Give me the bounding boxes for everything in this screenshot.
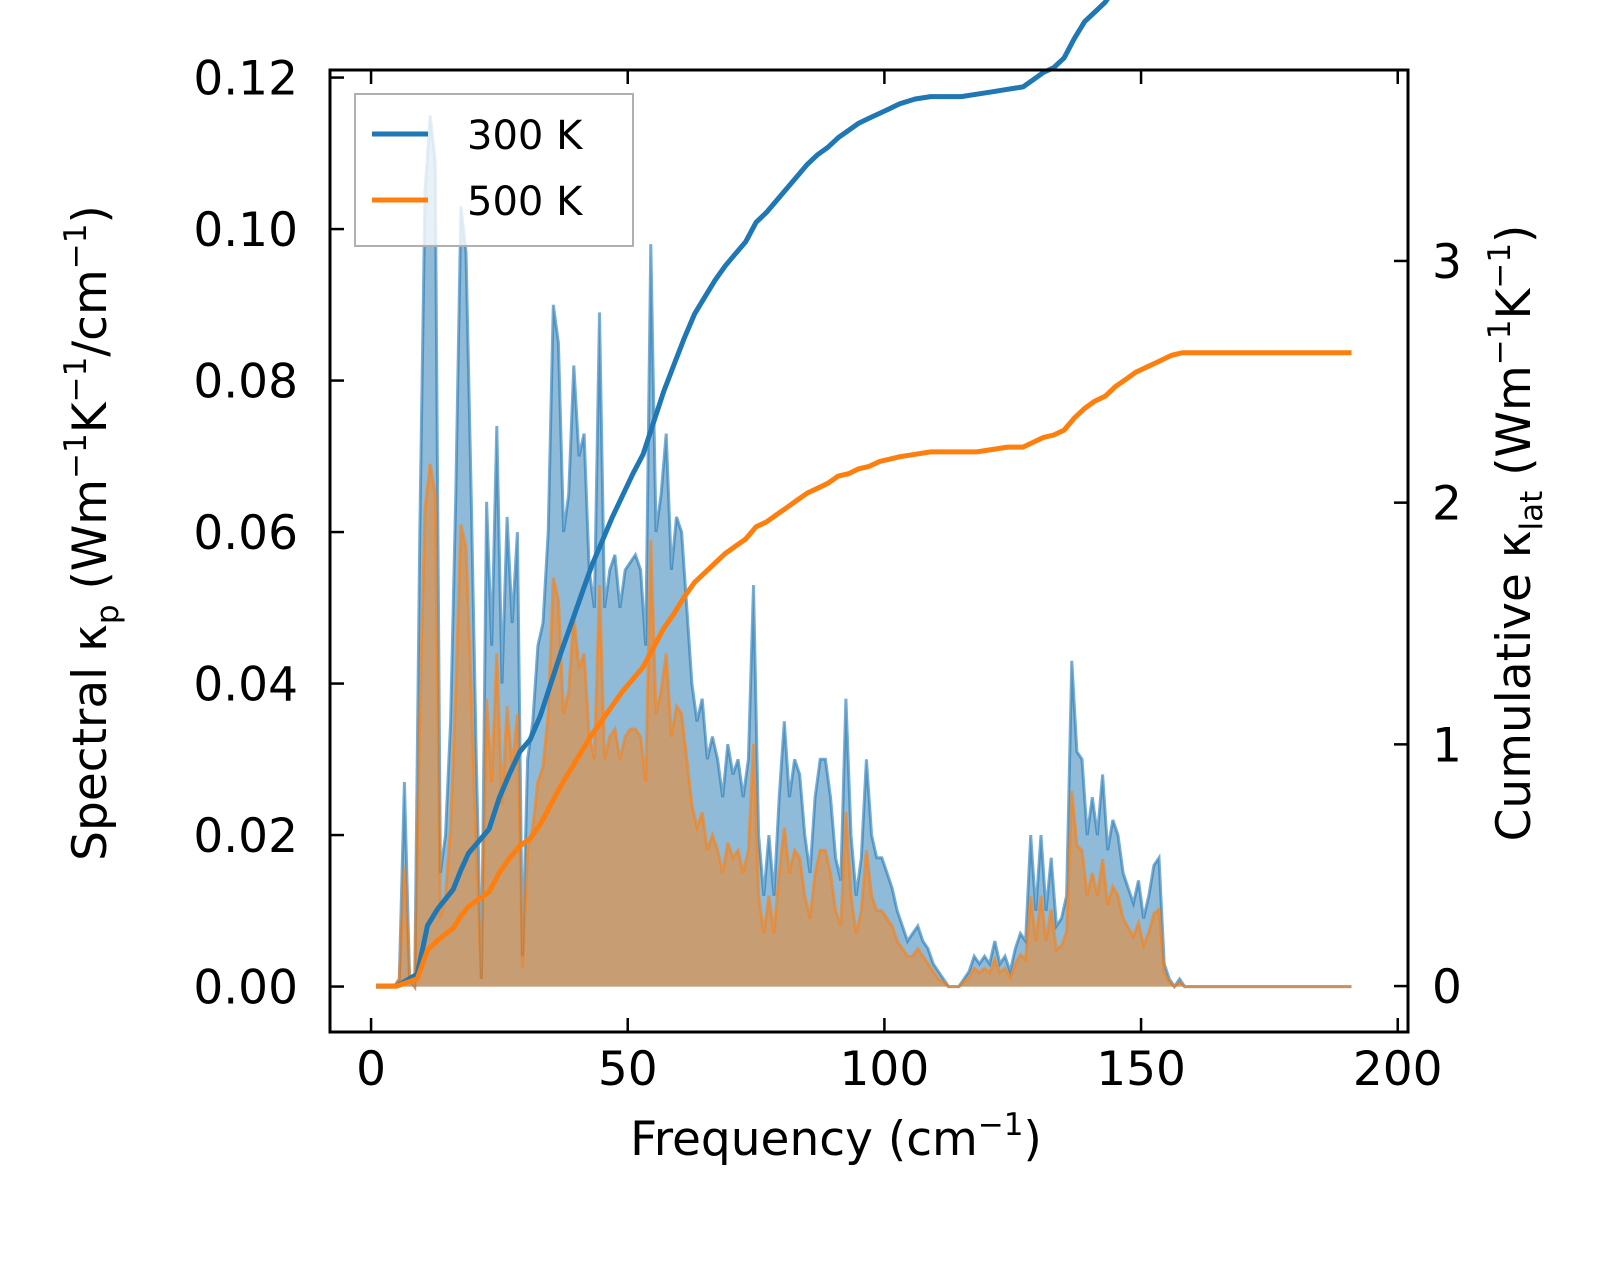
left-y-title-sub: p bbox=[90, 604, 126, 624]
x-axis-title: Frequency (cm−1) bbox=[630, 1107, 1042, 1167]
x-tick-label: 50 bbox=[598, 1042, 658, 1097]
left-y-title-unit: K bbox=[63, 401, 118, 433]
x-axis-title-close: ) bbox=[1024, 1112, 1042, 1167]
left-y-tick-label: 0.10 bbox=[193, 203, 298, 258]
spectral-line-500K bbox=[376, 463, 1352, 992]
right-y-tick-label: 3 bbox=[1432, 235, 1462, 290]
right-y-axis-ticks: 0 1 2 3 bbox=[1394, 235, 1462, 1015]
right-y-title-sub: lat bbox=[1514, 491, 1550, 531]
x-axis-title-sup: −1 bbox=[978, 1107, 1024, 1143]
right-y-title-unit: (Wm bbox=[1487, 365, 1542, 491]
left-y-tick-label: 0.08 bbox=[193, 355, 298, 410]
right-y-title-sup: −1 bbox=[1482, 243, 1518, 289]
left-y-title-unit: (Wm bbox=[63, 479, 118, 605]
cumulative-lines bbox=[376, 0, 1352, 989]
left-y-tick-label: 0.12 bbox=[193, 52, 298, 107]
x-axis-title-text: Frequency (cm bbox=[630, 1112, 978, 1167]
left-y-axis-title: Spectral κp (Wm−1K−1/cm−1) bbox=[58, 205, 126, 861]
x-axis-ticks: 0 50 100 150 200 bbox=[356, 70, 1443, 1097]
left-y-title-sup: −1 bbox=[58, 357, 94, 403]
right-y-title-text: Cumulative κ bbox=[1487, 530, 1542, 841]
right-y-title-close: ) bbox=[1487, 225, 1542, 243]
x-tick-label: 0 bbox=[356, 1042, 386, 1097]
spectral-fills bbox=[376, 115, 1352, 987]
left-y-tick-label: 0.00 bbox=[193, 961, 298, 1016]
left-y-title-text: Spectral κ bbox=[63, 624, 118, 861]
legend-label-500K: 500 K bbox=[467, 179, 584, 225]
spectral-fill-500K bbox=[376, 463, 1352, 987]
left-y-tick-label: 0.06 bbox=[193, 506, 298, 561]
right-y-tick-label: 2 bbox=[1432, 477, 1462, 532]
left-y-title-sup: −1 bbox=[58, 224, 94, 270]
spectral-lines bbox=[376, 115, 1352, 992]
left-y-title-unit: /cm bbox=[63, 269, 118, 356]
right-y-title-unit: K bbox=[1487, 287, 1542, 319]
right-y-title-sup: −1 bbox=[1482, 319, 1518, 365]
x-tick-label: 100 bbox=[840, 1042, 930, 1097]
spectral-line-300K bbox=[376, 115, 1352, 992]
legend: 300 K 500 K bbox=[354, 93, 634, 247]
right-y-tick-label: 0 bbox=[1432, 960, 1462, 1015]
cumulative-line-500K bbox=[376, 350, 1352, 989]
right-y-axis-title: Cumulative κlat (Wm−1K−1) bbox=[1482, 225, 1550, 842]
legend-box bbox=[354, 93, 634, 247]
left-y-tick-label: 0.02 bbox=[193, 809, 298, 864]
x-tick-label: 200 bbox=[1353, 1042, 1443, 1097]
legend-label-300K: 300 K bbox=[467, 113, 584, 159]
plot-frame bbox=[328, 68, 1410, 1034]
cumulative-line-300K bbox=[376, 0, 1110, 989]
left-y-axis-ticks: 0.00 0.02 0.04 0.06 0.08 0.10 0.12 bbox=[193, 52, 344, 1016]
left-y-title-sup: −1 bbox=[58, 433, 94, 479]
left-y-title-close: ) bbox=[63, 205, 118, 223]
left-y-tick-label: 0.04 bbox=[193, 658, 298, 713]
x-tick-label: 150 bbox=[1096, 1042, 1186, 1097]
right-y-tick-label: 1 bbox=[1432, 718, 1462, 773]
